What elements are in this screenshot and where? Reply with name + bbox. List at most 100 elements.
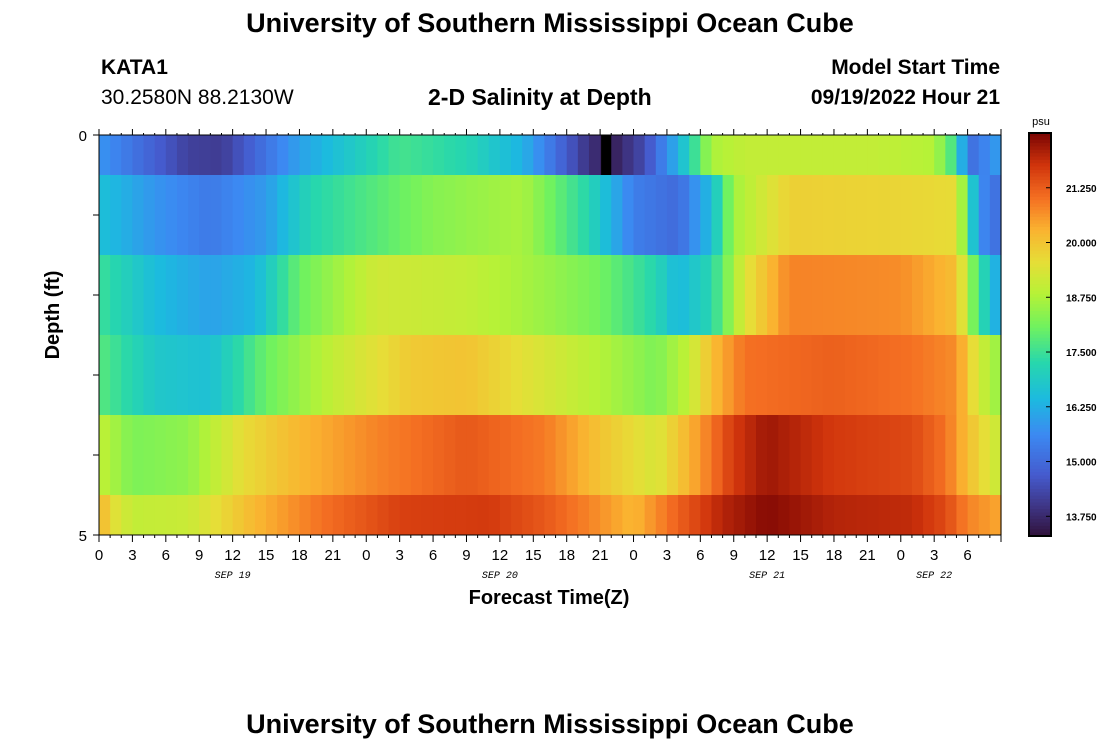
- heatmap-cell-4-11: [221, 415, 234, 495]
- heatmap-cell-4-43: [577, 415, 590, 495]
- colorbar-segment: [1029, 391, 1051, 396]
- model-start-value: 09/19/2022 Hour 21: [810, 86, 1000, 109]
- heatmap-cell-0-79: [978, 135, 991, 175]
- x-tick-label: 9: [462, 547, 470, 564]
- heatmap-cell-3-1: [110, 335, 122, 415]
- colorbar-segment: [1029, 287, 1051, 292]
- heatmap-cell-4-37: [511, 415, 523, 495]
- colorbar-segment: [1029, 495, 1051, 500]
- colorbar-segment: [1029, 519, 1051, 524]
- heatmap-cell-3-50: [655, 335, 668, 415]
- heatmap-cell-4-30: [433, 415, 445, 495]
- heatmap-cell-4-68: [856, 415, 868, 495]
- colorbar-segment: [1029, 354, 1051, 359]
- colorbar-segment: [1029, 505, 1051, 510]
- heatmap-cell-2-42: [566, 255, 579, 335]
- colorbar: 13.750 15.000 16.250 17.500 18.750 20.000 21.2…: [1028, 132, 1097, 537]
- heatmap-cell-1-6: [165, 175, 178, 255]
- heatmap-cell-4-8: [188, 415, 200, 495]
- heatmap-cell-0-31: [444, 135, 456, 175]
- heatmap-cell-1-62: [789, 175, 802, 255]
- heatmap-cell-3-76: [945, 335, 958, 415]
- heatmap-cell-5-53: [689, 495, 701, 535]
- heatmap-cell-2-18: [299, 255, 312, 335]
- heatmap-cell-5-61: [778, 495, 791, 535]
- heatmap-cell-1-33: [466, 175, 479, 255]
- colorbar-segment: [1029, 421, 1051, 426]
- colorbar-segment: [1029, 358, 1051, 362]
- heatmap-cell-2-77: [956, 255, 969, 335]
- heatmap-cell-0-36: [499, 135, 512, 175]
- footer-title: University of Southern Mississippi Ocean…: [246, 709, 854, 739]
- colorbar-segment: [1029, 321, 1051, 325]
- heatmap-cell-1-78: [967, 175, 980, 255]
- heatmap-cell-1-65: [822, 175, 835, 255]
- heatmap-cell-4-35: [488, 415, 501, 495]
- colorbar-segment: [1029, 525, 1051, 530]
- heatmap-cell-5-80: [989, 495, 1002, 535]
- heatmap-cell-2-49: [644, 255, 657, 335]
- x-tick-label: 0: [897, 547, 905, 564]
- colorbar-segment: [1029, 230, 1051, 235]
- heatmap-cell-2-46: [611, 255, 623, 335]
- heatmap-cell-1-75: [934, 175, 946, 255]
- heatmap-cell-0-74: [923, 135, 935, 175]
- colorbar-segment: [1029, 250, 1051, 255]
- heatmap-cell-0-0: [99, 135, 111, 175]
- heatmap-cell-3-58: [744, 335, 757, 415]
- heatmap-cell-4-74: [923, 415, 935, 495]
- heatmap-cell-2-79: [978, 255, 991, 335]
- heatmap-cell-4-55: [711, 415, 724, 495]
- heatmap-cell-3-31: [444, 335, 456, 415]
- heatmap-cell-4-10: [210, 415, 223, 495]
- colorbar-segment: [1029, 133, 1051, 137]
- colorbar-segment: [1029, 163, 1051, 168]
- heatmap-cell-0-1: [110, 135, 122, 175]
- heatmap-cell-4-12: [232, 415, 245, 495]
- heatmap-cell-1-21: [332, 175, 345, 255]
- heatmap-cell-5-14: [254, 495, 267, 535]
- heatmap-cell-1-31: [444, 175, 456, 255]
- heatmap-cell-1-68: [856, 175, 868, 255]
- heatmap-cell-5-51: [666, 495, 679, 535]
- colorbar-segment: [1029, 253, 1051, 258]
- heatmap-cell-4-60: [767, 415, 779, 495]
- colorbar-segment: [1029, 465, 1051, 470]
- colorbar-segment: [1029, 482, 1051, 487]
- heatmap-cell-5-6: [165, 495, 178, 535]
- heatmap-cell-5-9: [199, 495, 211, 535]
- heatmap-cell-2-65: [822, 255, 835, 335]
- heatmap-cell-0-66: [833, 135, 846, 175]
- heatmap-cell-5-19: [310, 495, 323, 535]
- heatmap-cell-1-10: [210, 175, 223, 255]
- heatmap-cell-5-65: [822, 495, 835, 535]
- heatmap-cell-5-32: [455, 495, 468, 535]
- colorbar-segment: [1029, 351, 1051, 356]
- heatmap-cell-2-1: [110, 255, 122, 335]
- heatmap-cell-4-42: [566, 415, 579, 495]
- heatmap-cell-4-31: [444, 415, 456, 495]
- heatmap-cell-2-13: [243, 255, 256, 335]
- heatmap-cell-3-26: [388, 335, 401, 415]
- colorbar-segment: [1029, 405, 1051, 409]
- heatmap-cell-1-26: [388, 175, 401, 255]
- heatmap-cell-1-72: [900, 175, 913, 255]
- heatmap-cell-5-5: [154, 495, 167, 535]
- heatmap-cell-4-4: [143, 415, 156, 495]
- heatmap-cell-5-0: [99, 495, 111, 535]
- heatmap-cell-0-5: [154, 135, 167, 175]
- heatmap-cell-3-69: [867, 335, 880, 415]
- heatmap-cell-1-30: [433, 175, 445, 255]
- heatmap-cell-3-36: [499, 335, 512, 415]
- colorbar-segment: [1029, 334, 1051, 339]
- heatmap-cell-5-36: [499, 495, 512, 535]
- heatmap-cell-3-40: [544, 335, 557, 415]
- station-id: KATA1: [101, 56, 168, 79]
- heatmap-cell-4-45: [600, 415, 612, 495]
- heatmap-cell-2-69: [867, 255, 880, 335]
- heatmap-cell-3-4: [143, 335, 156, 415]
- heatmap-cell-1-41: [555, 175, 568, 255]
- colorbar-segment: [1029, 159, 1051, 164]
- colorbar-segment: [1029, 394, 1051, 399]
- x-tick-label: 12: [492, 547, 509, 564]
